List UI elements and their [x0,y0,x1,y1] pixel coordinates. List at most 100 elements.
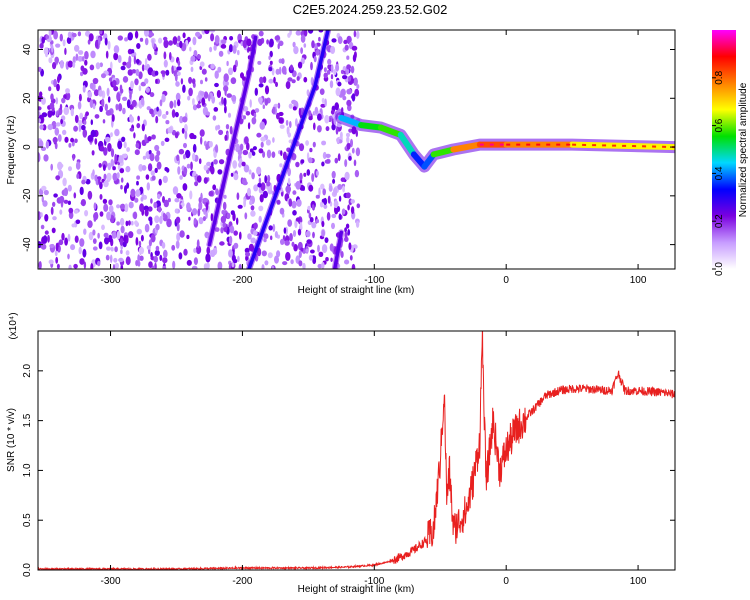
spectrogram-noise-cell [200,136,203,145]
spectrogram-noise-cell [116,204,121,209]
spectrogram-noise-cell [351,263,356,269]
spectrogram-noise-cell [125,250,130,256]
spectrogram-noise-cell [324,159,331,164]
spectrogram-noise-cell [323,204,328,210]
spectrogram-noise-cell [248,151,252,159]
spectrogram-noise-cell [266,149,272,159]
spectrogram-noise-cell [162,175,168,184]
spectrogram-noise-cell [318,36,321,42]
spectrogram-noise-cell [41,36,45,44]
spectrogram-noise-cell [103,232,109,238]
spectrogram-noise-cell [223,194,227,199]
spectrogram-noise-cell [138,240,142,247]
spectrogram-noise-cell [233,230,238,236]
colorbar-tick-label: 0.8 [714,70,725,84]
spectrogram-noise-cell [329,80,334,89]
spectrogram-noise-cell [106,87,110,97]
spectrogram-noise-cell [209,30,216,33]
spectrogram-noise-cell [117,55,122,63]
spectrogram-noise-cell [129,127,135,132]
spectrogram-noise-cell [251,151,256,156]
spectrogram-noise-cell [126,99,131,109]
spectrogram-noise-cell [299,172,303,181]
spectrogram-noise-cell [175,92,181,102]
spectrogram-noise-cell [261,250,267,257]
spectrogram-noise-cell [138,246,145,255]
spectrogram-noise-cell [136,228,142,235]
spectrogram-noise-cell [93,212,99,221]
spectrogram-noise-cell [99,105,103,113]
spectrogram-noise-cell [246,142,250,151]
x-tick-label: 0 [503,275,509,286]
spectrogram-noise-cell [80,199,86,207]
spectrogram-noise-cell [228,235,233,245]
spectrogram-noise-cell [122,61,127,66]
spectrogram-noise-cell [108,199,113,206]
spectrogram-noise-cell [260,182,266,192]
spectrogram-noise-cell [107,40,111,50]
spectrogram-noise-cell [253,184,259,192]
spectrogram-noise-cell [350,199,356,204]
spectrogram-noise-cell [256,132,262,138]
spectrogram-noise-cell [123,234,127,244]
spectrogram-noise-cell [88,231,94,241]
spectrogram-noise-cell [118,103,123,112]
spectrogram-noise-cell [307,205,311,211]
spectrogram-noise-cell [258,148,264,154]
spectrogram-noise-cell [257,60,262,65]
spectrogram-noise-cell [40,146,47,151]
x-tick-label: 100 [630,275,647,286]
spectrogram-noise-cell [321,229,326,237]
spectrogram-noise-cell [243,164,250,173]
spectrogram-noise-cell [324,237,329,244]
spectrogram-noise-cell [144,208,149,217]
spectrogram-noise-cell [98,163,102,168]
spectrogram-signal-segment [430,146,457,158]
spectrogram-noise-cell [103,173,107,180]
spectrogram-noise-cell [67,233,71,242]
spectrogram-noise-cell [306,169,311,176]
spectrogram-noise-cell [145,174,150,180]
spectrogram-noise-cell [42,200,48,207]
spectrogram-noise-cell [270,235,273,241]
spectrogram-noise-cell [112,79,117,87]
spectrogram-noise-cell [74,138,78,144]
spectrogram-noise-cell [353,78,358,86]
spectrogram-noise-cell [177,35,181,42]
spectrogram-noise-cell [306,239,312,244]
spectrogram-noise-cell [338,195,342,202]
spectrogram-noise-cell [138,71,143,80]
spectrogram-noise-cell [139,203,145,213]
spectrogram-noise-cell [81,56,85,62]
x-tick-label: -200 [232,275,252,286]
spectrogram-noise-cell [202,197,208,203]
spectrogram-noise-cell [318,251,324,257]
spectrogram-noise-cell [82,85,86,93]
spectrogram-noise-cell [151,175,156,181]
spectrogram-noise-cell [78,246,82,255]
y-tick-label: 1.0 [22,463,33,477]
spectrogram-noise-cell [317,263,323,269]
spectrogram-noise-cell [77,31,82,37]
spectrogram-noise-cell [195,245,202,255]
spectrogram-noise-cell [258,205,264,212]
spectrogram-noise-cell [337,81,342,87]
spectrogram-noise-cell [258,30,264,37]
spectrogram-noise-cell [191,265,198,269]
spectrogram-noise-cell [330,46,336,54]
spectrogram-noise-cell [135,260,139,267]
spectrogram-noise-cell [134,149,140,156]
spectrogram-noise-cell [92,238,97,245]
spectrogram-noise-cell [146,106,151,111]
spectrogram-noise-cell [355,220,360,228]
spectrogram-noise-cell [237,204,243,209]
spectrogram-noise-cell [297,228,302,236]
spectrogram-signal-segment [338,114,365,129]
spectrogram-noise-cell [48,30,52,37]
figure-title: C2E5.2024.259.23.52.G02 [293,2,448,17]
spectrogram-noise-cell [265,139,271,146]
spectrogram-noise-cell [292,106,297,111]
spectrogram-noise-cell [258,215,262,223]
x-tick-label: -300 [101,576,121,587]
